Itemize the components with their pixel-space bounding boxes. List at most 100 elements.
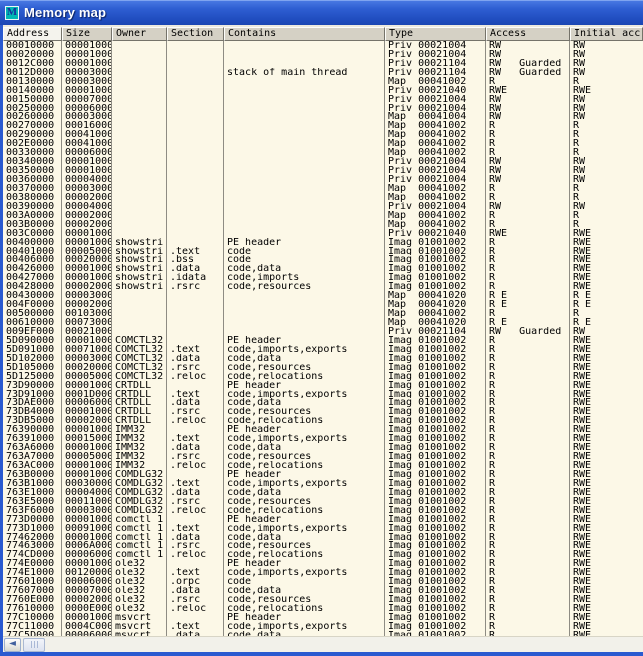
cell-initial_access: RWE xyxy=(573,469,592,479)
table-row[interactable]: 00010000 00001000 Priv 00021004 RW RW xyxy=(3,40,643,50)
cell-contains: code,relocations xyxy=(224,461,385,470)
column-header-section[interactable]: Section xyxy=(167,26,224,41)
table-row[interactable]: 002E0000 00041000 Map 00041002 R R xyxy=(3,139,643,149)
table-row[interactable]: 763E5000 00011000 COMDLG32 .rsrc code,resour… xyxy=(3,496,643,506)
table-row[interactable]: 0012C000 00001000 Priv 00021104 RW Guarded R… xyxy=(3,58,643,68)
cell-section xyxy=(167,112,224,122)
table-row[interactable]: 00020000 00001000 Priv 00021004 RW RW xyxy=(3,49,643,59)
cell-contains: PE header xyxy=(224,237,385,247)
table-row[interactable]: 00406000 00020000 showstri .bss code Imag 010… xyxy=(3,255,643,265)
cell-size: 00001000 xyxy=(62,237,112,247)
table-row[interactable]: 00400000 00001000 showstri PE header Imag 01… xyxy=(3,237,643,247)
table-row[interactable]: 77463000 0006A000 comctl_1 .rsrc code,resour… xyxy=(3,541,643,551)
scroll-left-button[interactable]: ◄ xyxy=(4,637,21,652)
table-row[interactable]: 774E0000 00001000 ole32 PE header Imag 01001… xyxy=(3,559,643,569)
column-header-owner[interactable]: Owner xyxy=(112,26,167,41)
column-header-size[interactable]: Size xyxy=(62,26,112,41)
table-row[interactable]: 7760E000 00002000 ole32 .rsrc code,resources… xyxy=(3,595,643,605)
cell-address: 00290000 xyxy=(3,130,62,140)
table-row[interactable]: 77610000 0000E000 ole32 .reloc code,relocati… xyxy=(3,604,643,613)
table-row[interactable]: 763E1000 00004000 COMDLG32 .data code,data Im… xyxy=(3,487,643,497)
table-row[interactable]: 003A0000 00002000 Map 00041002 R R xyxy=(3,210,643,220)
table-row[interactable]: 00290000 00041000 Map 00041002 R R xyxy=(3,130,643,140)
table-row[interactable]: 00427000 00001000 showstri .idata code,impor… xyxy=(3,273,643,283)
cell-contains: code,imports,exports xyxy=(224,389,385,399)
table-row[interactable]: 00340000 00001000 Priv 00021004 RW RW xyxy=(3,157,643,167)
table-row[interactable]: 763AC000 00001000 IMM32 .reloc code,relocati… xyxy=(3,461,643,470)
table-row[interactable]: 5D091000 00071000 COMCTL32 .text code,import… xyxy=(3,344,643,354)
column-header-initial_access[interactable]: Initial acc xyxy=(570,26,643,41)
table-row[interactable]: 00270000 00016000 Map 00041002 R R xyxy=(3,121,643,131)
table-row[interactable]: 00380000 00002000 Map 00041002 R R xyxy=(3,192,643,202)
table-row[interactable]: 5D105000 00020000 COMCTL32 .rsrc code,resour… xyxy=(3,362,643,372)
table-row[interactable]: 00330000 00006000 Map 00041002 R R xyxy=(3,148,643,158)
cell-type: Priv 00021104 xyxy=(385,58,486,68)
column-header-contains[interactable]: Contains xyxy=(224,26,385,41)
table-row[interactable]: 77601000 00006000 ole32 .orpc code Imag 01001… xyxy=(3,577,643,587)
table-row[interactable]: 77C5D00000006000msvcrt.datacode,dataImag… xyxy=(3,630,643,636)
table-row[interactable]: 77C10000 00001000 msvcrt PE header Imag 0100… xyxy=(3,612,643,622)
table-row[interactable]: 5D090000 00001000 COMCTL32 PE header Imag 01… xyxy=(3,335,643,345)
cell-type: Imag 01001002 xyxy=(385,246,486,256)
table-row[interactable]: 774E1000 00120000 ole32 .text code,imports,e… xyxy=(3,568,643,578)
cell-section xyxy=(167,237,224,247)
scrollbar-thumb[interactable] xyxy=(23,637,45,652)
table-row[interactable]: 73D90000 00001000 CRTDLL PE header Imag 0100… xyxy=(3,380,643,390)
cell-access: R xyxy=(486,121,570,131)
table-row[interactable]: 763A6000 00001000 IMM32 .data code,data Imag … xyxy=(3,443,643,453)
table-row[interactable]: 73DB4000 00001000 CRTDLL .rsrc code,resource… xyxy=(3,407,643,417)
table-row[interactable]: 00370000 00003000 Map 00041002 R R xyxy=(3,183,643,193)
horizontal-scrollbar[interactable]: ◄ xyxy=(3,636,643,652)
table-row[interactable]: 00140000 00001000 Priv 00021040 RWE RWE xyxy=(3,85,643,95)
table-row[interactable]: 00360000 00004000 Priv 00021004 RW RW xyxy=(3,175,643,184)
table-row[interactable]: 00500000 00103000 Map 00041002 R R xyxy=(3,309,643,319)
column-header-type[interactable]: Type xyxy=(385,26,486,41)
titlebar[interactable]: M Memory map xyxy=(0,0,643,25)
table-row[interactable]: 73DAE000 00006000 CRTDLL .data code,data Imag… xyxy=(3,398,643,408)
table-row[interactable]: 00260000 00003000 Map 00041004 RW RW xyxy=(3,112,643,122)
table-row[interactable]: 00350000 00001000 Priv 00021004 RW RW xyxy=(3,166,643,176)
table-row[interactable]: 003B0000 00002000 Map 00041002 R R xyxy=(3,219,643,229)
table-row[interactable]: 77462000 00001000 comctl_1 .data code,data Im… xyxy=(3,532,643,542)
table-row[interactable]: 5D102000 00003000 COMCTL32 .data code,data Im… xyxy=(3,353,643,363)
cell-size: 00001000 xyxy=(62,380,112,390)
table-row[interactable]: 00401000 00005000 showstri .text code Imag 01… xyxy=(3,246,643,256)
cell-initial_access: R xyxy=(573,210,580,220)
table-row[interactable]: 763A7000 00005000 IMM32 .rsrc code,resources… xyxy=(3,452,643,462)
table-row[interactable]: 763B0000 00001000 COMDLG32 PE header Imag 01… xyxy=(3,469,643,479)
cell-contains: code,resources xyxy=(224,496,385,506)
cell-address: 763B1000 xyxy=(3,478,62,488)
table-row[interactable]: 0012D000 00003000 stack of main thread Priv… xyxy=(3,67,643,77)
column-header-access[interactable]: Access xyxy=(486,26,570,41)
table-row[interactable]: 73DB5000 00002000 CRTDLL .reloc code,relocat… xyxy=(3,416,643,426)
memory-map-window-icon[interactable]: M xyxy=(5,5,19,20)
table-row[interactable]: 00390000 00004000 Priv 00021004 RW RW xyxy=(3,201,643,211)
table-row[interactable]: 763F6000 00003000 COMDLG32 .reloc code,reloc… xyxy=(3,505,643,515)
column-header-address[interactable]: Address xyxy=(3,26,62,41)
table-row[interactable]: 763B1000 00030000 COMDLG32 .text code,import… xyxy=(3,478,643,488)
table-row[interactable]: 009EF000 00021000 Priv 00021104 RW Guarded R… xyxy=(3,326,643,336)
cell-owner xyxy=(112,326,167,336)
table-row[interactable]: 76390000 00001000 IMM32 PE header Imag 01001… xyxy=(3,425,643,435)
table-row[interactable]: 5D125000 00005000 COMCTL32 .reloc code,reloc… xyxy=(3,371,643,381)
table-row[interactable]: 774CD000 00006000 comctl_1 .reloc code,reloc… xyxy=(3,550,643,560)
table-row[interactable]: 77C11000 0004C000 msvcrt .text code,imports,… xyxy=(3,621,643,631)
cell-contains xyxy=(224,219,385,229)
cell-size: 00001000 xyxy=(62,166,112,176)
table-row[interactable]: 00250000 00006000 Priv 00021004 RW RW xyxy=(3,103,643,113)
table-row[interactable]: 00428000 00002000 showstri .rsrc code,resour… xyxy=(3,282,643,292)
table-row[interactable]: 773D0000 00001000 comctl_1 PE header Imag 01… xyxy=(3,514,643,524)
table-row[interactable]: 003C0000 00001000 Priv 00021040 RWE RWE xyxy=(3,228,643,238)
memory-table-body[interactable]: 00010000 00001000 Priv 00021004 RW RW 0002000… xyxy=(3,40,643,636)
cell-address: 00430000 xyxy=(3,291,62,301)
table-row[interactable]: 76391000 00015000 IMM32 .text code,imports,e… xyxy=(3,434,643,444)
table-row[interactable]: 73D91000 0001D000 CRTDLL .text code,imports,… xyxy=(3,389,643,399)
table-row[interactable]: 77607000 00007000 ole32 .data code,data Imag … xyxy=(3,586,643,596)
table-row[interactable]: 00130000 00003000 Map 00041002 R R xyxy=(3,76,643,86)
table-row[interactable]: 773D1000 00091000 comctl_1 .text code,import… xyxy=(3,523,643,533)
table-row[interactable]: 00150000 00007000 Priv 00021004 RW RW xyxy=(3,94,643,104)
table-row[interactable]: 00426000 00001000 showstri .data code,data Im… xyxy=(3,264,643,274)
